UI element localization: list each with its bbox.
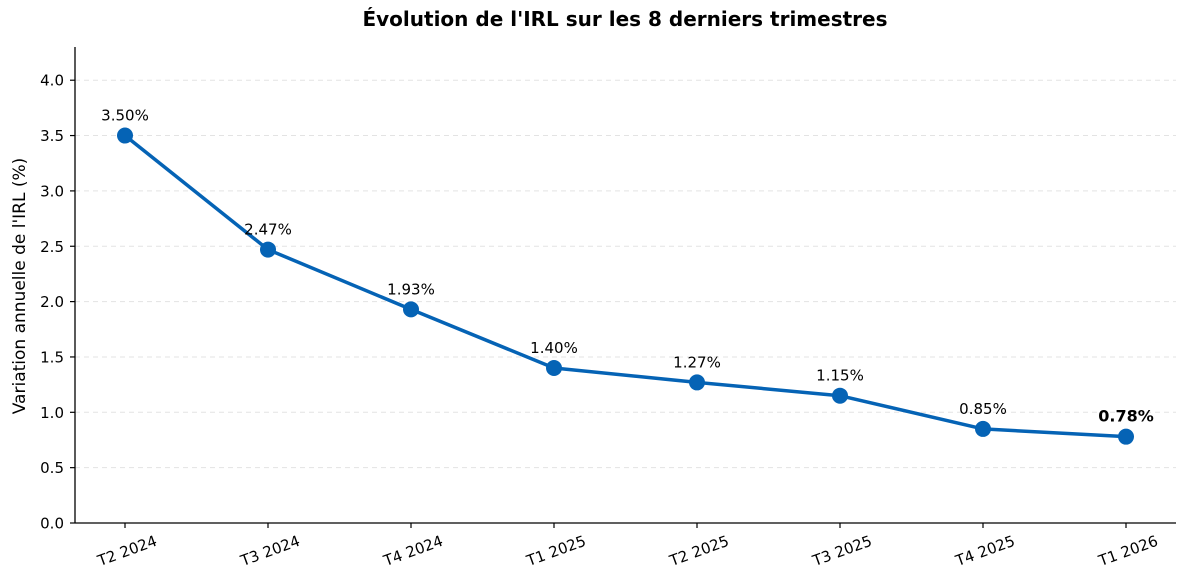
y-tick-label: 4.0 <box>40 72 64 90</box>
data-label: 1.27% <box>673 353 721 371</box>
data-label: 2.47% <box>244 221 292 239</box>
y-axis-title: Variation annuelle de l'IRL (%) <box>10 158 30 415</box>
data-point <box>117 127 133 144</box>
data-label: 0.85% <box>959 400 1007 418</box>
x-tick-label: T3 2024 <box>237 532 302 570</box>
x-tick-label: T1 2025 <box>523 532 588 570</box>
x-tick-label: T4 2025 <box>952 532 1017 570</box>
data-point <box>260 241 276 258</box>
y-tick-label: 1.0 <box>40 404 64 422</box>
x-tick-label: T3 2025 <box>809 532 874 570</box>
data-point <box>689 374 705 391</box>
data-point <box>975 420 991 437</box>
x-tick-label: T2 2024 <box>94 532 159 570</box>
series-line <box>123 133 1128 439</box>
data-labels: 3.50% 2.47% 1.93% 1.40% 1.27% 1.15% 0.85% 0.78% <box>101 107 1154 426</box>
y-tick-label: 1.5 <box>40 348 64 366</box>
gridlines <box>75 79 1176 469</box>
data-label: 1.40% <box>530 339 578 357</box>
chart-title: Évolution de l'IRL sur les 8 derniers tr… <box>362 7 888 31</box>
data-label: 1.93% <box>387 280 435 298</box>
data-label: 1.15% <box>816 367 864 385</box>
x-tick-label: T2 2025 <box>666 532 731 570</box>
data-label: 0.78% <box>1098 407 1154 426</box>
data-point <box>1118 428 1134 445</box>
data-point <box>546 360 562 377</box>
data-point <box>832 387 848 404</box>
y-tick-label: 3.0 <box>40 182 64 200</box>
y-tick-label: 2.5 <box>40 238 64 256</box>
x-tick-label: T1 2026 <box>1095 532 1160 570</box>
x-ticks: T2 2024 T3 2024 T4 2024 T1 2025 T2 2025 T3 20… <box>94 523 1160 570</box>
data-label: 3.50% <box>101 107 149 125</box>
y-tick-label: 3.5 <box>40 127 64 145</box>
data-point <box>403 301 419 318</box>
y-ticks: 0.0 0.5 1.0 1.5 2.0 2.5 3.0 3.5 4.0 <box>40 72 75 533</box>
y-tick-label: 2.0 <box>40 293 64 311</box>
y-tick-label: 0.5 <box>40 459 64 477</box>
x-tick-label: T4 2024 <box>380 532 445 570</box>
y-tick-label: 0.0 <box>40 515 64 533</box>
axes <box>74 47 1176 524</box>
series-irl <box>117 127 1134 445</box>
